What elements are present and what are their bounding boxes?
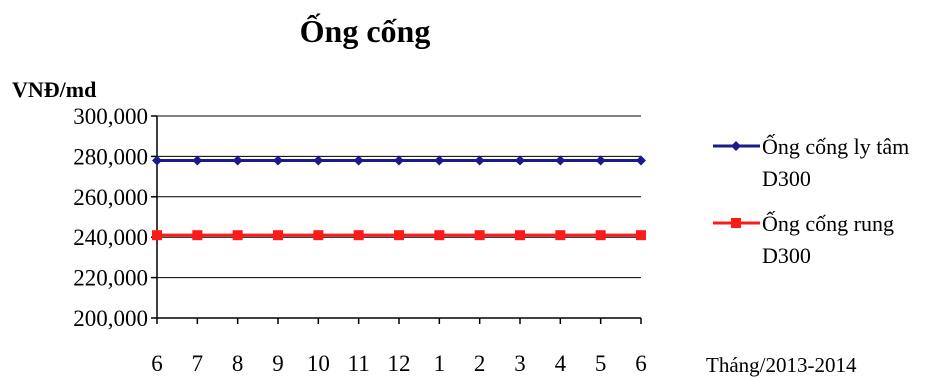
- y-tick-label: 200,000: [73, 306, 148, 331]
- x-tick-label: 8: [232, 351, 244, 376]
- data-point: [192, 230, 203, 241]
- chart-title: Ống cống: [300, 13, 431, 49]
- legend-marker: [731, 141, 741, 151]
- data-point: [595, 230, 606, 241]
- data-point: [515, 230, 525, 241]
- y-tick-label: 220,000: [73, 266, 148, 291]
- y-tick-label: 240,000: [73, 225, 148, 250]
- legend-label: D300: [762, 166, 811, 191]
- data-point: [515, 155, 525, 166]
- series-1: [152, 155, 646, 166]
- x-tick-label: 7: [192, 351, 204, 376]
- y-tick-label: 280,000: [73, 144, 148, 169]
- legend-label: Ống cống ly tâm: [762, 134, 909, 159]
- data-point: [636, 155, 646, 166]
- data-point: [192, 155, 203, 166]
- data-point: [394, 230, 404, 241]
- legend-item: Ống cống rung D300: [713, 211, 894, 268]
- x-tick-label: 3: [514, 351, 526, 376]
- data-point: [353, 155, 364, 166]
- data-point: [313, 230, 324, 241]
- x-tick-label: 6: [151, 351, 163, 376]
- data-point: [474, 230, 485, 241]
- series-2: [152, 230, 646, 241]
- data-point: [313, 155, 324, 166]
- data-point: [555, 155, 566, 166]
- x-tick-label: 11: [348, 351, 370, 376]
- data-point: [152, 230, 162, 241]
- axes: [156, 116, 641, 319]
- y-tick-label: 300,000: [73, 104, 148, 129]
- x-tick-label: 9: [272, 351, 284, 376]
- data-point: [152, 155, 162, 166]
- data-point: [353, 230, 364, 241]
- data-point: [232, 230, 243, 241]
- x-tick-label: 2: [474, 351, 486, 376]
- series-layer: [152, 155, 646, 241]
- legend-marker: [731, 218, 741, 228]
- x-tick-labels: 6 7 8 9 10 11 12 1 2 3 4 5 6: [151, 318, 647, 376]
- legend: Ống cống ly tâm D300 Ống cống rung D300: [713, 134, 909, 268]
- x-tick-label: 1: [434, 351, 446, 376]
- data-point: [232, 155, 243, 166]
- data-point: [434, 155, 445, 166]
- legend-item: Ống cống ly tâm D300: [713, 134, 909, 191]
- legend-label: D300: [762, 243, 811, 268]
- x-tick-label: 6: [635, 351, 647, 376]
- y-tick-labels: 300,000 280,000 260,000 240,000 220,000 200,0…: [73, 104, 157, 331]
- data-point: [636, 230, 646, 241]
- legend-label: Ống cống rung: [762, 211, 894, 236]
- data-point: [555, 230, 566, 241]
- y-axis-label: VNĐ/md: [12, 77, 96, 102]
- x-tick-label: 10: [307, 351, 330, 376]
- data-point: [474, 155, 485, 166]
- data-point: [595, 155, 606, 166]
- x-tick-label: 12: [388, 351, 411, 376]
- data-point: [434, 230, 445, 241]
- data-point: [394, 155, 404, 166]
- y-tick-label: 260,000: [73, 185, 148, 210]
- x-tick-label: 4: [555, 351, 567, 376]
- x-tick-label: 5: [595, 351, 607, 376]
- data-point: [273, 230, 283, 241]
- gridlines: [157, 115, 641, 279]
- x-axis-title: Tháng/2013-2014: [706, 353, 857, 377]
- data-point: [273, 155, 283, 166]
